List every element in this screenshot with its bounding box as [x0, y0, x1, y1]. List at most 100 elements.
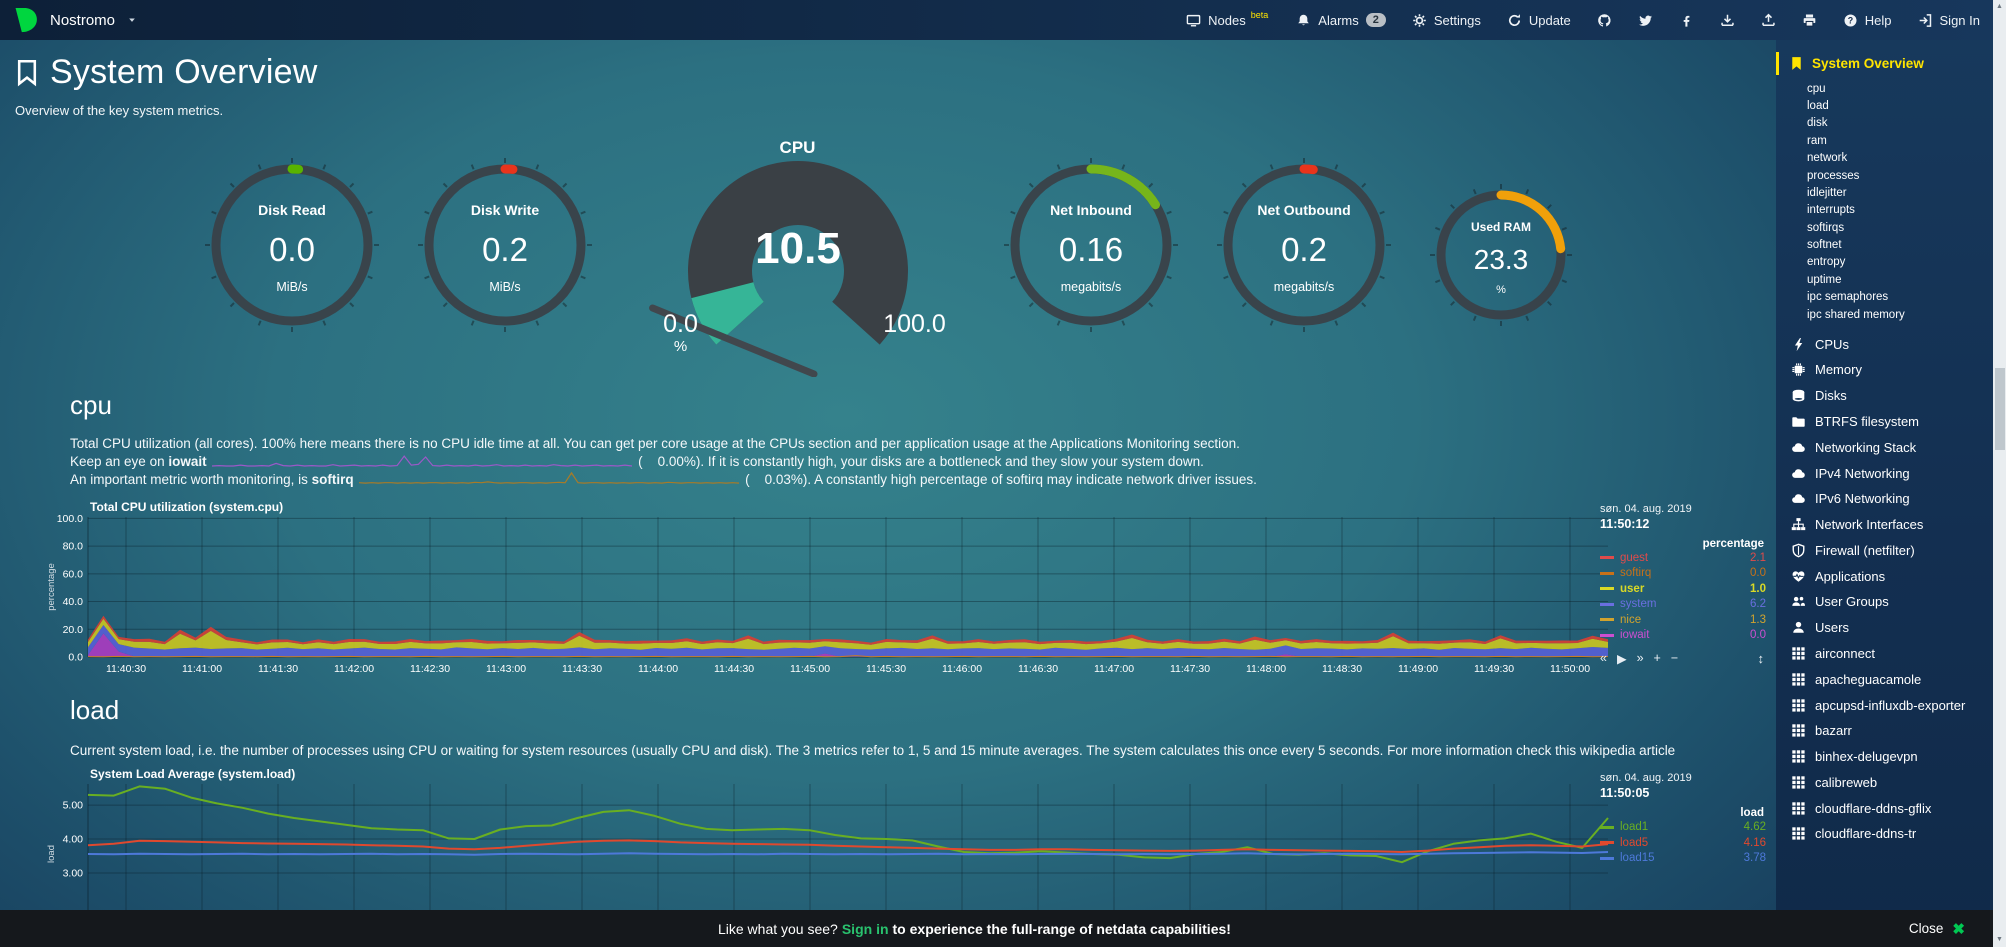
toolbar-zoom-in-icon[interactable]: + — [1653, 651, 1661, 666]
svg-text:11:46:30: 11:46:30 — [1018, 663, 1058, 675]
toolbar-zoom-out-icon[interactable]: − — [1670, 651, 1679, 666]
legend-swatch — [1600, 571, 1614, 575]
sidebar-subitem-entropy[interactable]: entropy — [1807, 256, 1846, 269]
sidebar-item-ipv6-networking[interactable]: IPv6 Networking — [1790, 486, 1985, 512]
chart-load-plot[interactable]: System Load Average (system.load) load 5.0… — [44, 768, 1610, 930]
nav-update[interactable]: Update — [1494, 0, 1584, 40]
nav-github[interactable] — [1584, 0, 1625, 40]
page-scrollbar[interactable]: ▲ ▼ — [1993, 0, 2006, 947]
gauge-used-ram[interactable]: Used RAM 23.3 % — [1424, 178, 1578, 337]
nav-settings[interactable]: Settings — [1399, 0, 1494, 40]
nav-facebook[interactable] — [1666, 0, 1707, 40]
sidebar-subitem-interrupts[interactable]: interrupts — [1807, 204, 1855, 217]
sidebar-subitem-softirqs[interactable]: softirqs — [1807, 221, 1845, 234]
sidebar-subitem-softnet[interactable]: softnet — [1807, 239, 1842, 252]
sidebar-item-applications[interactable]: Applications — [1790, 563, 1985, 589]
sidebar-item-networking-stack[interactable]: Networking Stack — [1790, 434, 1985, 460]
svg-text:11:46:00: 11:46:00 — [942, 663, 982, 675]
banner-close-button[interactable]: Close ✖ — [1908, 920, 1965, 938]
legend-row-iowait[interactable]: iowait 0.0 — [1600, 627, 1766, 643]
sidebar-subitem-ipc-semaphores[interactable]: ipc semaphores — [1807, 291, 1889, 304]
sidebar-item-apacheguacamole[interactable]: apacheguacamole — [1790, 666, 1985, 692]
legend-row-system[interactable]: system 6.2 — [1600, 596, 1766, 612]
upload-icon — [1761, 13, 1776, 28]
nav-twitter[interactable] — [1625, 0, 1666, 40]
svg-text:11:45:00: 11:45:00 — [790, 663, 830, 675]
sidebar-item-cloudflare-ddns-tr[interactable]: cloudflare-ddns-tr — [1790, 821, 1985, 847]
toolbar-play-icon[interactable]: ▶ — [1616, 651, 1627, 666]
toolbar-pan-backward-icon[interactable]: « — [1600, 651, 1607, 666]
sidebar-subitem-load[interactable]: load — [1807, 100, 1829, 113]
sidebar-item-calibreweb[interactable]: calibreweb — [1790, 770, 1985, 796]
sidebar-subitem-network[interactable]: network — [1807, 152, 1848, 165]
sidebar-item-airconnect[interactable]: airconnect — [1790, 641, 1985, 667]
sidebar-subitem-cpu[interactable]: cpu — [1807, 82, 1826, 95]
sidebar-subitem-idlejitter[interactable]: idlejitter — [1807, 186, 1847, 199]
sidebar-item-disks[interactable]: Disks — [1790, 383, 1985, 409]
grid-icon — [1790, 826, 1806, 841]
legend-row-load5[interactable]: load5 4.16 — [1600, 835, 1766, 851]
legend-row-load1[interactable]: load1 4.62 — [1600, 819, 1766, 835]
node-selector[interactable]: Nostromo — [0, 0, 137, 40]
legend-row-load15[interactable]: load15 3.78 — [1600, 850, 1766, 866]
nav-sign-in[interactable]: Sign In — [1905, 0, 1993, 40]
hdd-icon — [1790, 388, 1806, 403]
sidebar-item-btrfs-filesystem[interactable]: BTRFS filesystem — [1790, 409, 1985, 435]
scroll-down-arrow-icon[interactable]: ▼ — [1996, 936, 2003, 943]
sidebar-item-cpus[interactable]: CPUs — [1790, 331, 1985, 357]
sidebar-item-apcupsd-influxdb-exporter[interactable]: apcupsd-influxdb-exporter — [1790, 692, 1985, 718]
sidebar-item-memory[interactable]: Memory — [1790, 357, 1985, 383]
nav-alarms[interactable]: Alarms 2 — [1283, 0, 1399, 40]
chart-cpu-legend: søn. 04. aug. 2019 11:50:12 percentage g… — [1600, 503, 1766, 666]
sign-in-link[interactable]: Sign in — [841, 920, 889, 937]
nav-import-snapshot[interactable] — [1707, 0, 1748, 40]
cpu-description-2: Keep an eye on iowait ( 0.00%). If it is… — [70, 453, 1776, 472]
sidebar-subitem-uptime[interactable]: uptime — [1807, 273, 1842, 286]
sidebar-item-cloudflare-ddns-gflix[interactable]: cloudflare-ddns-gflix — [1790, 795, 1985, 821]
sidebar-item-users[interactable]: Users — [1790, 615, 1985, 641]
chart-resize-handle-icon[interactable]: ↕ — [1757, 650, 1765, 666]
toolbar-pan-forward-icon[interactable]: » — [1636, 651, 1644, 666]
gauge-net-inbound[interactable]: Net Inbound 0.16 megabits/s — [998, 152, 1184, 343]
gauge-net-outbound[interactable]: Net Outbound 0.2 megabits/s — [1211, 152, 1397, 343]
sidebar-item-ipv4-networking[interactable]: IPv4 Networking — [1790, 460, 1985, 486]
svg-text:0.0: 0.0 — [269, 231, 315, 268]
gauge-cpu[interactable]: CPU 10.5 0.0 100.0 % — [633, 138, 963, 382]
sidebar-item-binhex-delugevpn[interactable]: binhex-delugevpn — [1790, 744, 1985, 770]
nav-print[interactable] — [1789, 0, 1830, 40]
gauge-disk-read[interactable]: Disk Read 0.0 MiB/s — [199, 152, 385, 343]
nav-nodes[interactable]: Nodes beta — [1173, 0, 1283, 40]
svg-text:11:47:30: 11:47:30 — [1170, 663, 1210, 675]
legend-row-guest[interactable]: guest 2.1 — [1600, 550, 1766, 566]
chart-toolbar: « ▶ » + − ↕ — [1600, 651, 1766, 666]
legend-date: søn. 04. aug. 2019 — [1600, 502, 1692, 515]
svg-text:System Load Average (system.lo: System Load Average (system.load) — [90, 768, 295, 781]
svg-text:40.0: 40.0 — [63, 596, 84, 608]
load-description: Current system load, i.e. the number of … — [70, 742, 1676, 758]
chip-icon — [1790, 362, 1806, 377]
legend-row-user[interactable]: user 1.0 — [1600, 581, 1766, 597]
svg-text:%: % — [1496, 284, 1506, 296]
sidebar-subitem-ipc-shared-memory[interactable]: ipc shared memory — [1807, 308, 1905, 321]
sidebar-subitem-processes[interactable]: processes — [1807, 169, 1860, 182]
sidebar-item-network-interfaces[interactable]: Network Interfaces — [1790, 512, 1985, 538]
scrollbar-thumb[interactable] — [1994, 368, 2005, 450]
gauge-disk-write[interactable]: Disk Write 0.2 MiB/s — [412, 152, 598, 343]
scroll-up-arrow-icon[interactable]: ▲ — [1996, 3, 2003, 10]
top-navbar: Nostromo Nodes beta Alarms 2 Settings Update?… — [0, 0, 1993, 40]
sidebar-item-system-overview[interactable]: System Overview — [1776, 52, 1993, 75]
monitor-icon — [1186, 13, 1201, 28]
sidebar-item-firewall-netfilter[interactable]: Firewall (netfilter) — [1790, 538, 1985, 564]
sidebar-subitem-ram[interactable]: ram — [1807, 134, 1827, 147]
main-content: System Overview Overview of the key syst… — [0, 40, 1776, 947]
softirq-sparkline — [359, 471, 740, 490]
sidebar-item-bazarr[interactable]: bazarr — [1790, 718, 1985, 744]
nav-export-snapshot[interactable] — [1748, 0, 1789, 40]
chart-cpu-plot[interactable]: Total CPU utilization (system.cpu) percen… — [44, 499, 1610, 679]
nav-help[interactable]: ? Help — [1830, 0, 1905, 40]
sidebar-item-user-groups[interactable]: User Groups — [1790, 589, 1985, 615]
legend-row-softirq[interactable]: softirq 0.0 — [1600, 565, 1766, 581]
svg-text:11:49:00: 11:49:00 — [1398, 663, 1438, 675]
sidebar-subitem-disk[interactable]: disk — [1807, 117, 1828, 130]
legend-row-nice[interactable]: nice 1.3 — [1600, 612, 1766, 628]
